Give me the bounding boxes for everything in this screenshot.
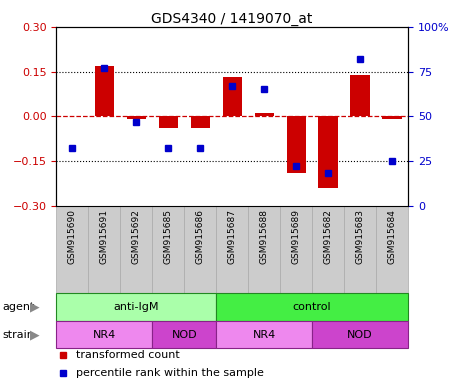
Text: GSM915686: GSM915686	[196, 209, 204, 264]
Text: NR4: NR4	[252, 329, 276, 339]
Bar	[56, 293, 216, 321]
Bar	[152, 321, 216, 348]
Text: GSM915691: GSM915691	[100, 209, 109, 264]
Bar	[95, 66, 114, 116]
Bar	[190, 116, 210, 128]
Bar	[280, 205, 312, 293]
Bar	[344, 205, 376, 293]
Bar	[287, 116, 306, 173]
Bar	[312, 205, 344, 293]
Text: GSM915692: GSM915692	[132, 209, 141, 264]
Bar	[127, 116, 146, 119]
Bar	[312, 321, 408, 348]
Text: GSM915683: GSM915683	[356, 209, 364, 264]
Text: GSM915687: GSM915687	[227, 209, 237, 264]
Bar	[350, 74, 370, 116]
Text: NR4: NR4	[92, 329, 116, 339]
Text: GSM915682: GSM915682	[324, 209, 333, 264]
Bar	[152, 205, 184, 293]
Bar	[56, 321, 152, 348]
Text: GSM915690: GSM915690	[68, 209, 77, 264]
Text: control: control	[293, 302, 332, 312]
Text: strain: strain	[2, 329, 34, 339]
Text: GSM915685: GSM915685	[164, 209, 173, 264]
Text: ▶: ▶	[30, 328, 40, 341]
Title: GDS4340 / 1419070_at: GDS4340 / 1419070_at	[151, 12, 313, 26]
Text: GSM915684: GSM915684	[387, 209, 397, 264]
Text: NOD: NOD	[347, 329, 373, 339]
Text: ▶: ▶	[30, 300, 40, 313]
Bar	[159, 116, 178, 128]
Text: agent: agent	[2, 302, 35, 312]
Bar	[318, 116, 338, 188]
Bar	[216, 205, 248, 293]
Bar	[120, 205, 152, 293]
Bar	[255, 113, 274, 116]
Text: NOD: NOD	[171, 329, 197, 339]
Bar	[184, 205, 216, 293]
Bar	[88, 205, 120, 293]
Bar	[376, 205, 408, 293]
Bar	[216, 293, 408, 321]
Text: GSM915688: GSM915688	[260, 209, 269, 264]
Bar	[382, 116, 401, 119]
Bar	[216, 321, 312, 348]
Text: percentile rank within the sample: percentile rank within the sample	[76, 368, 264, 378]
Bar	[248, 205, 280, 293]
Text: anti-IgM: anti-IgM	[113, 302, 159, 312]
Bar	[56, 205, 88, 293]
Text: GSM915689: GSM915689	[292, 209, 301, 264]
Text: transformed count: transformed count	[76, 350, 179, 361]
Bar	[223, 78, 242, 116]
